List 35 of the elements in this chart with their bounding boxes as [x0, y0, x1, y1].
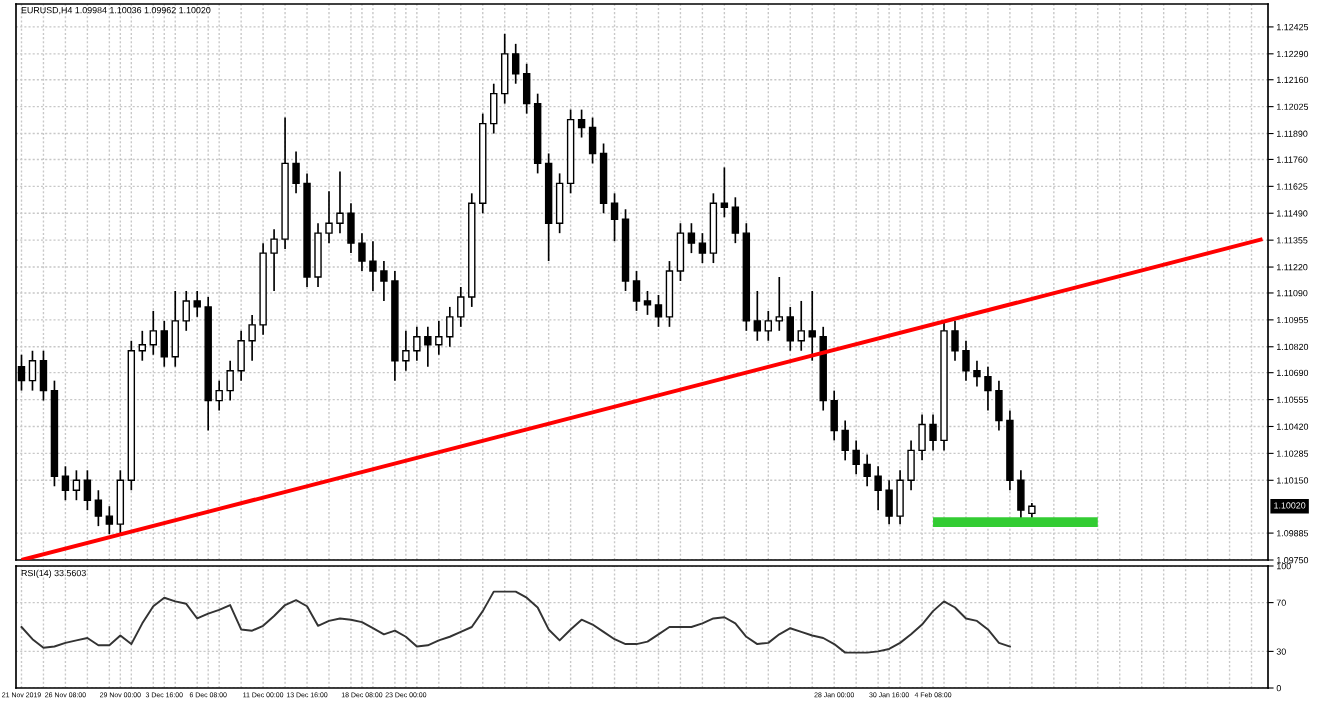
line-series	[20, 590, 1011, 654]
candlestick	[654, 294, 663, 328]
candlestick	[105, 505, 114, 535]
candlestick	[61, 465, 70, 502]
candlestick	[149, 310, 157, 356]
candlestick	[687, 222, 696, 254]
candlestick	[632, 270, 641, 312]
candlestick	[522, 62, 531, 115]
candlestick	[138, 329, 147, 362]
candlestick	[720, 166, 729, 219]
candlestick	[72, 469, 81, 502]
candlestick	[731, 196, 740, 244]
candlestick	[511, 43, 520, 85]
candlestick	[28, 349, 37, 392]
candlestick	[83, 469, 92, 512]
candlestick	[588, 116, 597, 165]
candlestick	[665, 260, 674, 328]
candlestick	[764, 310, 773, 342]
candlestick	[786, 306, 794, 352]
candlestick	[797, 300, 805, 352]
candlestick	[577, 108, 586, 139]
candlestick	[775, 276, 783, 332]
candlestick	[501, 33, 509, 105]
candlestick	[555, 172, 564, 235]
candlestick	[94, 489, 103, 527]
candlestick	[610, 192, 619, 242]
candlestick	[753, 290, 762, 342]
candlestick	[676, 222, 685, 282]
candlestick	[116, 469, 125, 535]
candlestick	[171, 290, 179, 368]
candlestick	[39, 349, 48, 402]
candlestick	[643, 290, 652, 316]
candlestick	[160, 320, 168, 368]
candlestick	[698, 232, 707, 264]
candlestick	[490, 82, 498, 135]
